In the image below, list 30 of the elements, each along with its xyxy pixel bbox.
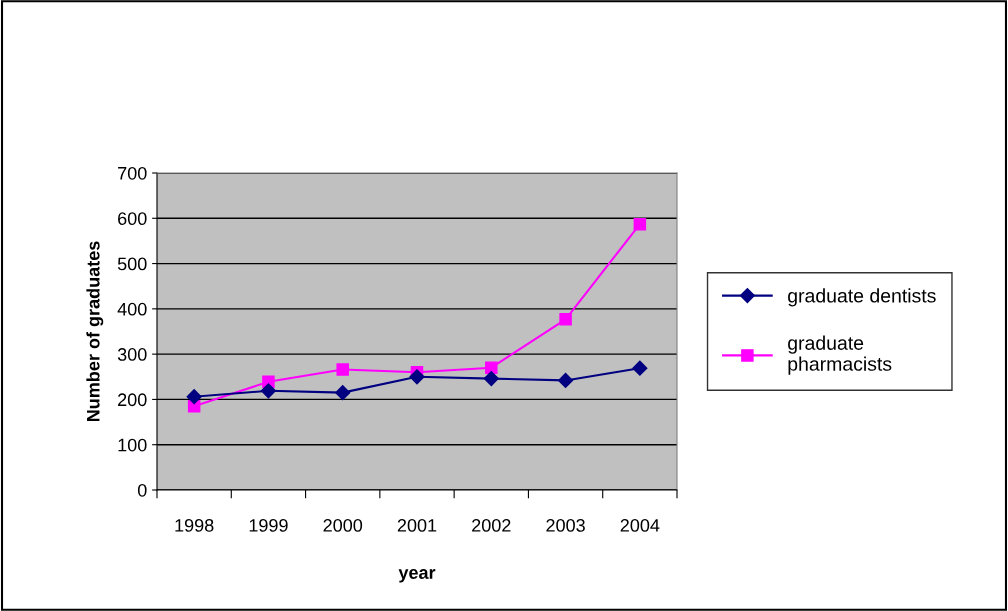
y-tick-label: 0	[137, 483, 147, 497]
y-tick-label: 400	[117, 302, 147, 316]
x-axis-title: year	[398, 569, 436, 583]
y-tick-label: 300	[117, 348, 147, 361]
y-tick-label: 600	[118, 212, 147, 226]
x-tick-label: 2003	[546, 519, 585, 532]
x-tick-label: 2004	[620, 519, 660, 532]
x-tick-label: 1998	[175, 519, 214, 532]
point	[632, 360, 648, 376]
x-tick-label: 2002	[472, 519, 511, 532]
legend-label: graduate pharmacists	[788, 335, 892, 375]
x-tick-label: 2001	[397, 519, 437, 532]
point	[335, 385, 351, 401]
y-tick-label: 500	[117, 257, 147, 271]
y-tick-label: 200	[118, 393, 147, 407]
x-tick-label: 1999	[249, 519, 288, 532]
point	[485, 361, 498, 374]
point	[186, 389, 202, 405]
legend-label: graduate dentists	[788, 288, 936, 307]
point	[260, 383, 276, 399]
point	[336, 363, 349, 376]
point	[559, 313, 572, 326]
y-tick-label: 700	[118, 166, 147, 180]
point	[409, 369, 425, 385]
y-tick-label: 100	[118, 438, 147, 452]
point	[633, 217, 647, 231]
point	[483, 371, 499, 387]
y-axis-title: Number of graduates	[86, 241, 104, 422]
x-tick-label: 2000	[323, 519, 363, 532]
point	[558, 372, 574, 388]
